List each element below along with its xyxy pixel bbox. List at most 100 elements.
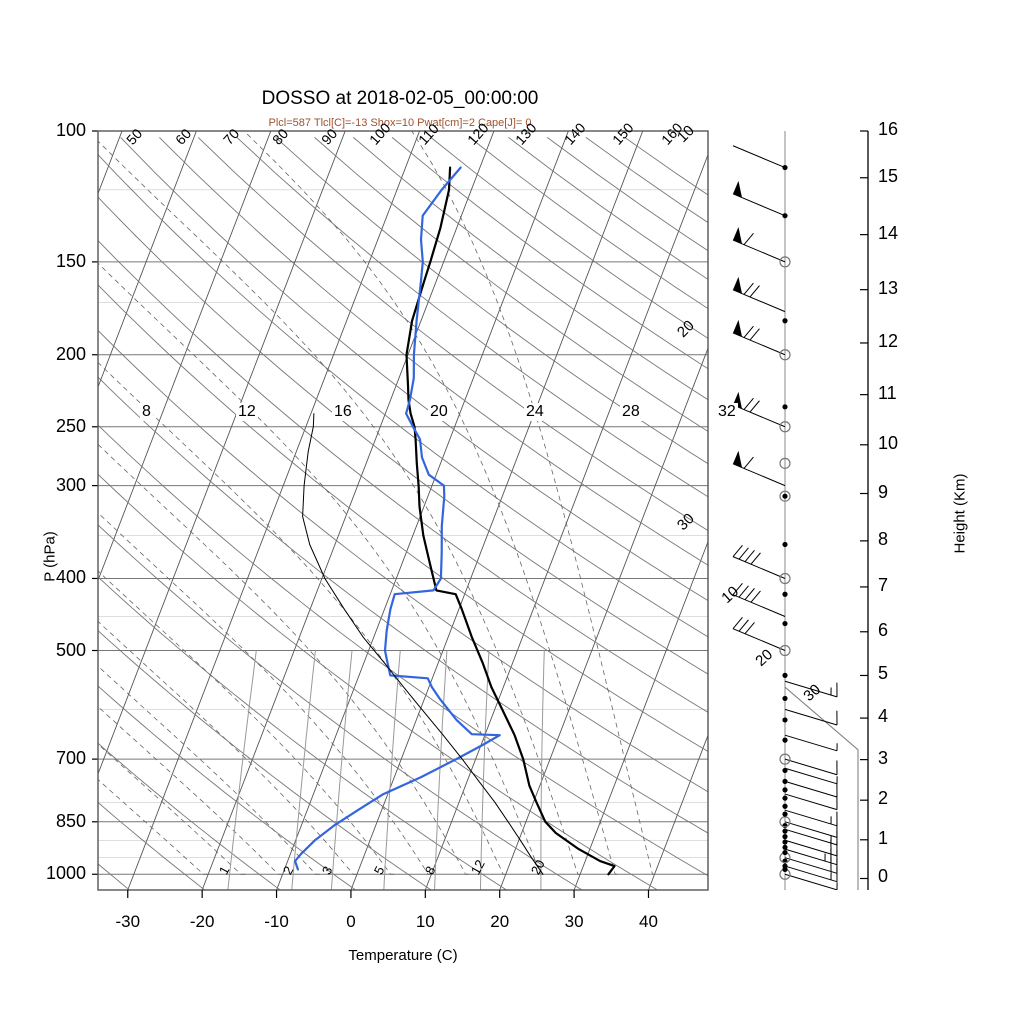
wind-level-dot (782, 795, 788, 801)
pressure-tick-label: 500 (55, 639, 86, 660)
temperature-tick-label: -20 (189, 912, 215, 931)
moist-adiabat (98, 361, 506, 875)
mixing-ratio-line (540, 650, 545, 890)
temperature-tick-label: 10 (415, 912, 435, 931)
dry-adiabat (98, 742, 281, 890)
moist-adiabat (98, 665, 320, 875)
isotherm (573, 540, 708, 890)
dry-adiabat-label-mid: 20 (428, 402, 450, 421)
dry-adiabat-label-mid: 28 (620, 402, 642, 421)
wind-panel-boundary (784, 686, 859, 890)
wind-level-dot (782, 404, 788, 410)
height-tick-label: 0 (878, 866, 889, 887)
wind-level-dot (782, 672, 788, 678)
height-tick-label: 12 (878, 330, 899, 351)
isotherm (350, 131, 644, 890)
wind-level-dot (782, 591, 788, 597)
wind-level-ring (779, 349, 791, 361)
dry-adiabat (98, 630, 432, 890)
mixing-ratio-line (383, 650, 401, 890)
isotherm (127, 131, 421, 890)
temperature-tick-label: -30 (115, 912, 141, 931)
dry-adiabat (98, 473, 658, 890)
page-title: DOSSO at 2018-02-05_00:00:00 (261, 88, 539, 109)
dry-adiabat (98, 329, 708, 793)
wind-level-dot (782, 767, 788, 774)
wind-level-dot (782, 839, 788, 845)
wind-barb (732, 617, 786, 651)
dry-adiabat (546, 137, 708, 252)
x-axis-label: Temperature (C) (348, 947, 458, 964)
dry-adiabat (98, 801, 206, 890)
wind-level-ring (779, 421, 791, 433)
moist-adiabat (243, 131, 618, 875)
dry-adiabat (353, 137, 708, 401)
height-tick-label: 8 (878, 528, 889, 549)
pressure-tick-label: 250 (55, 415, 86, 436)
wind-barb (784, 767, 838, 785)
wind-level-dot (782, 787, 788, 793)
isotherm (723, 131, 1015, 890)
moist-adiabat (411, 131, 655, 875)
temperature-tick-label: 40 (639, 912, 658, 931)
dry-adiabat (314, 137, 708, 432)
wind-barb (732, 450, 786, 487)
wind-level-ring (779, 644, 791, 657)
wind-level-ring (779, 753, 791, 765)
wind-barb (784, 821, 838, 838)
mixing-ratio-line (291, 650, 316, 890)
dry-adiabat-label-mid: 16 (332, 402, 354, 421)
wind-level-dot (782, 844, 788, 850)
mixing-ratio-line (330, 650, 353, 890)
dry-adiabat (236, 137, 708, 498)
wind-level-dot (782, 778, 788, 784)
dry-adiabat (275, 137, 708, 465)
height-tick-label: 13 (878, 277, 899, 298)
isotherm (98, 131, 123, 195)
moist-adiabat (98, 620, 357, 875)
wind-barb (784, 848, 838, 866)
wind-barb (732, 545, 786, 579)
secondary-y-axis-label: Height (Km) (951, 473, 969, 554)
height-tick-label: 7 (878, 574, 889, 595)
wind-barb (732, 180, 786, 217)
isotherm (0, 131, 48, 890)
dry-adiabat (98, 239, 708, 713)
pressure-tick-label: 400 (55, 567, 86, 588)
wind-level-ring (779, 256, 791, 268)
wind-barb (732, 319, 786, 356)
sounding-curve-parcel (302, 413, 544, 875)
wind-barb (784, 857, 838, 874)
wind-level-dot (782, 717, 788, 723)
pressure-tick-label: 1000 (45, 863, 86, 884)
temperature-tick-label: 30 (564, 912, 584, 931)
height-tick-label: 1 (878, 827, 889, 848)
dry-adiabat (391, 137, 708, 370)
isotherm (98, 131, 346, 776)
stability-indices-text: Plcl=587 Tlcl[C]=-13 Shox=10 Pwat[cm]=2 … (268, 117, 532, 129)
height-tick-label: 15 (878, 165, 899, 186)
pressure-tick-label: 300 (55, 474, 86, 495)
temperature-tick-label: 0 (346, 912, 356, 931)
wind-barb (784, 758, 838, 776)
isotherm (98, 131, 197, 389)
wind-barb (732, 145, 786, 169)
moist-adiabat (98, 706, 283, 875)
wind-barb (784, 734, 838, 752)
height-tick-label: 6 (878, 619, 889, 640)
temperature-tick-label: -10 (264, 912, 289, 931)
height-tick-label: 9 (878, 481, 889, 502)
mixing-ratio-line (227, 650, 257, 890)
dry-adiabat (624, 137, 708, 196)
wind-level-dot (782, 834, 788, 840)
dry-adiabat (98, 576, 507, 890)
wind-level-dot (782, 318, 788, 324)
wind-level-dot (782, 849, 788, 856)
dry-adiabat (98, 424, 708, 877)
wind-level-dot (782, 620, 788, 627)
wind-level-dot (782, 803, 788, 809)
wind-level-ring (779, 490, 791, 502)
wind-barb (732, 227, 786, 263)
dry-adiabat (98, 196, 708, 675)
